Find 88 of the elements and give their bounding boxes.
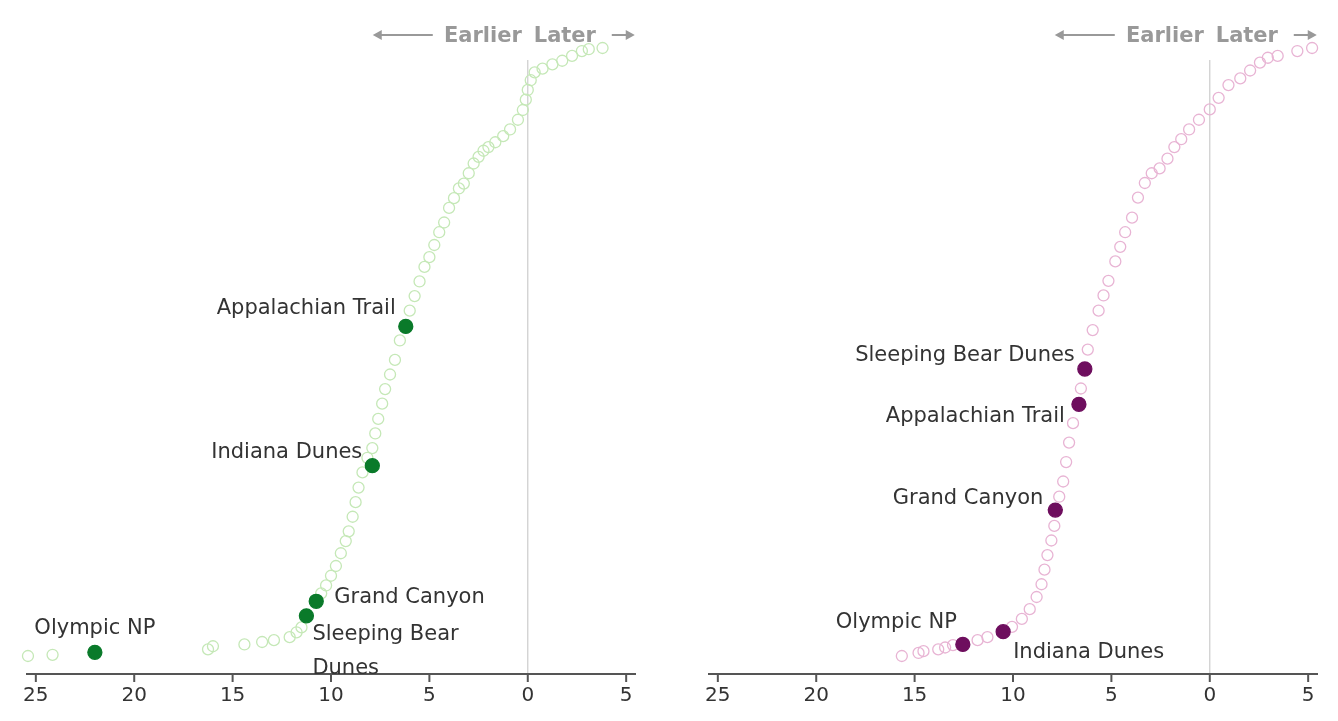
point — [1305, 41, 1319, 55]
x-tick-label: 25 — [23, 682, 49, 706]
point — [1243, 64, 1257, 77]
point — [1092, 304, 1105, 317]
point — [1109, 255, 1122, 268]
point — [1102, 274, 1115, 288]
point — [1131, 191, 1145, 204]
point — [1086, 323, 1099, 337]
x-tick-label: 5 — [1105, 682, 1118, 706]
annotation: Sleeping Bear Dunes — [312, 620, 460, 679]
annotation: Sleeping Bear Dunes — [855, 342, 1075, 367]
point — [1203, 103, 1216, 116]
text: Earlier — [1125, 23, 1205, 47]
point — [1066, 416, 1080, 430]
text: Later — [533, 23, 597, 47]
point — [1261, 51, 1274, 64]
x-tick-label: 10 — [318, 682, 344, 706]
point — [1035, 578, 1048, 591]
x-tick-label: 0 — [521, 682, 535, 706]
point — [1074, 382, 1088, 395]
point — [1081, 343, 1094, 356]
annotation: Indiana Dunes — [211, 438, 363, 463]
point — [1168, 140, 1181, 154]
point — [1038, 563, 1051, 576]
x-tick-label: 10 — [1000, 682, 1026, 706]
point — [938, 641, 952, 654]
point — [1153, 162, 1166, 175]
point — [87, 644, 103, 660]
point — [1253, 56, 1267, 69]
point — [1234, 72, 1247, 85]
point — [995, 624, 1011, 640]
point — [1119, 226, 1132, 239]
x-tick-label: 20 — [121, 682, 147, 706]
point — [1192, 113, 1206, 126]
point — [1057, 475, 1070, 488]
point — [932, 643, 945, 656]
point — [971, 634, 984, 647]
point — [1222, 78, 1235, 92]
x-tick-label: 25 — [705, 682, 731, 706]
point — [917, 644, 930, 658]
x-tick-label: 5 — [1301, 682, 1315, 706]
point — [1271, 49, 1284, 63]
point — [1097, 289, 1110, 302]
x-tick-label: 15 — [901, 682, 928, 706]
point — [955, 636, 971, 653]
x-tick-label: 5 — [423, 682, 436, 706]
point — [1071, 396, 1087, 412]
point — [1047, 502, 1063, 518]
point — [1030, 590, 1043, 604]
point — [1005, 620, 1019, 633]
annotation: Olympic NP — [34, 615, 156, 640]
point — [398, 318, 414, 335]
point — [1161, 152, 1174, 165]
x-tick-label: 0 — [1203, 682, 1217, 706]
point — [1291, 44, 1304, 58]
point — [1212, 91, 1225, 105]
point — [1053, 490, 1066, 503]
text: Earlier — [443, 23, 523, 47]
point — [1023, 603, 1036, 616]
annotation: Appalachian Trail — [216, 295, 396, 320]
point — [1145, 167, 1158, 180]
point — [912, 646, 925, 660]
point — [1041, 548, 1054, 562]
point — [1059, 455, 1073, 469]
point — [1048, 519, 1061, 533]
x-tick-label: 15 — [219, 682, 246, 706]
point — [308, 593, 324, 609]
point — [298, 608, 315, 624]
point — [1175, 133, 1188, 146]
annotation: Olympic NP — [835, 609, 957, 634]
x-tick-label: 20 — [803, 682, 829, 706]
point — [364, 458, 380, 474]
point — [1045, 534, 1058, 547]
annotation: Grand Canyon — [334, 584, 485, 609]
point — [981, 631, 994, 644]
text: Later — [1215, 23, 1279, 47]
point — [1125, 211, 1139, 224]
annotation: Indiana Dunes — [1013, 638, 1165, 663]
x-tick-label: 5 — [619, 682, 633, 706]
point — [895, 649, 908, 663]
point — [1114, 240, 1127, 253]
point — [1062, 436, 1076, 449]
point — [1182, 123, 1196, 136]
annotation: Grand Canyon — [892, 485, 1044, 510]
point — [1138, 176, 1151, 190]
point — [1015, 612, 1028, 626]
annotation: Appalachian Trail — [885, 403, 1065, 428]
point — [1077, 361, 1093, 377]
